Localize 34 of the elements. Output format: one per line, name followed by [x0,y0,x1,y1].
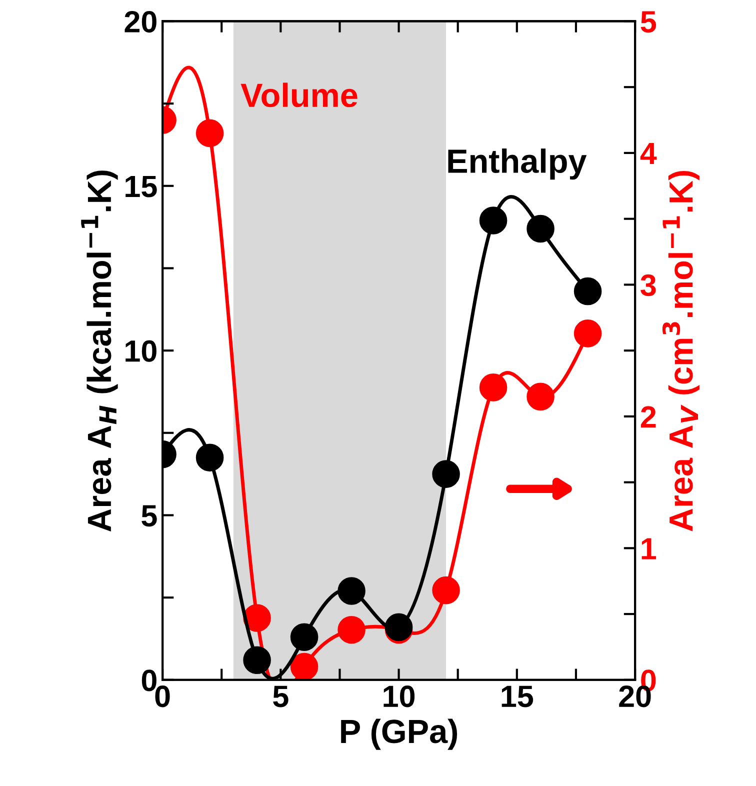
x-axis-title: P (GPa) [341,718,458,750]
y-tick-label: 5 [142,505,157,527]
y-tick-label: 10 [126,340,156,362]
x-tick-label: 5 [273,686,288,708]
point [574,277,602,306]
x-tick-label: 15 [502,686,534,708]
y-tick-label: 20 [124,10,156,33]
point [196,119,224,148]
point [432,576,460,604]
point [526,214,554,243]
point [574,320,602,348]
y-tick-label: 15 [126,176,157,198]
y-axis-title: Area A$_{H}$ (kcal.mol$^{−1}$.K) [81,170,118,532]
y2-tick-label: 5 [640,11,656,33]
y2-tick-label: 4 [640,143,657,164]
y-tick-label: 0 [142,670,156,692]
y2-tick-label: 2 [640,406,656,428]
y2-tick-label: 3 [640,274,656,296]
point [432,460,460,488]
y2-tick-label: 1 [642,538,656,560]
series-label: Enthalpy [448,148,587,180]
point [338,616,366,644]
point [243,604,271,632]
point [526,382,554,411]
point [243,646,271,674]
series-label: Volume [240,82,358,108]
point [290,652,318,680]
y2-axis-title: Area A$_{V}$ (cm$^{3}$.mol$^{−1}$.K) [662,170,700,532]
point [338,577,366,605]
point [290,623,318,651]
point [479,374,508,402]
point [479,206,508,234]
point [196,444,224,472]
x-tick-label: 10 [384,686,415,708]
